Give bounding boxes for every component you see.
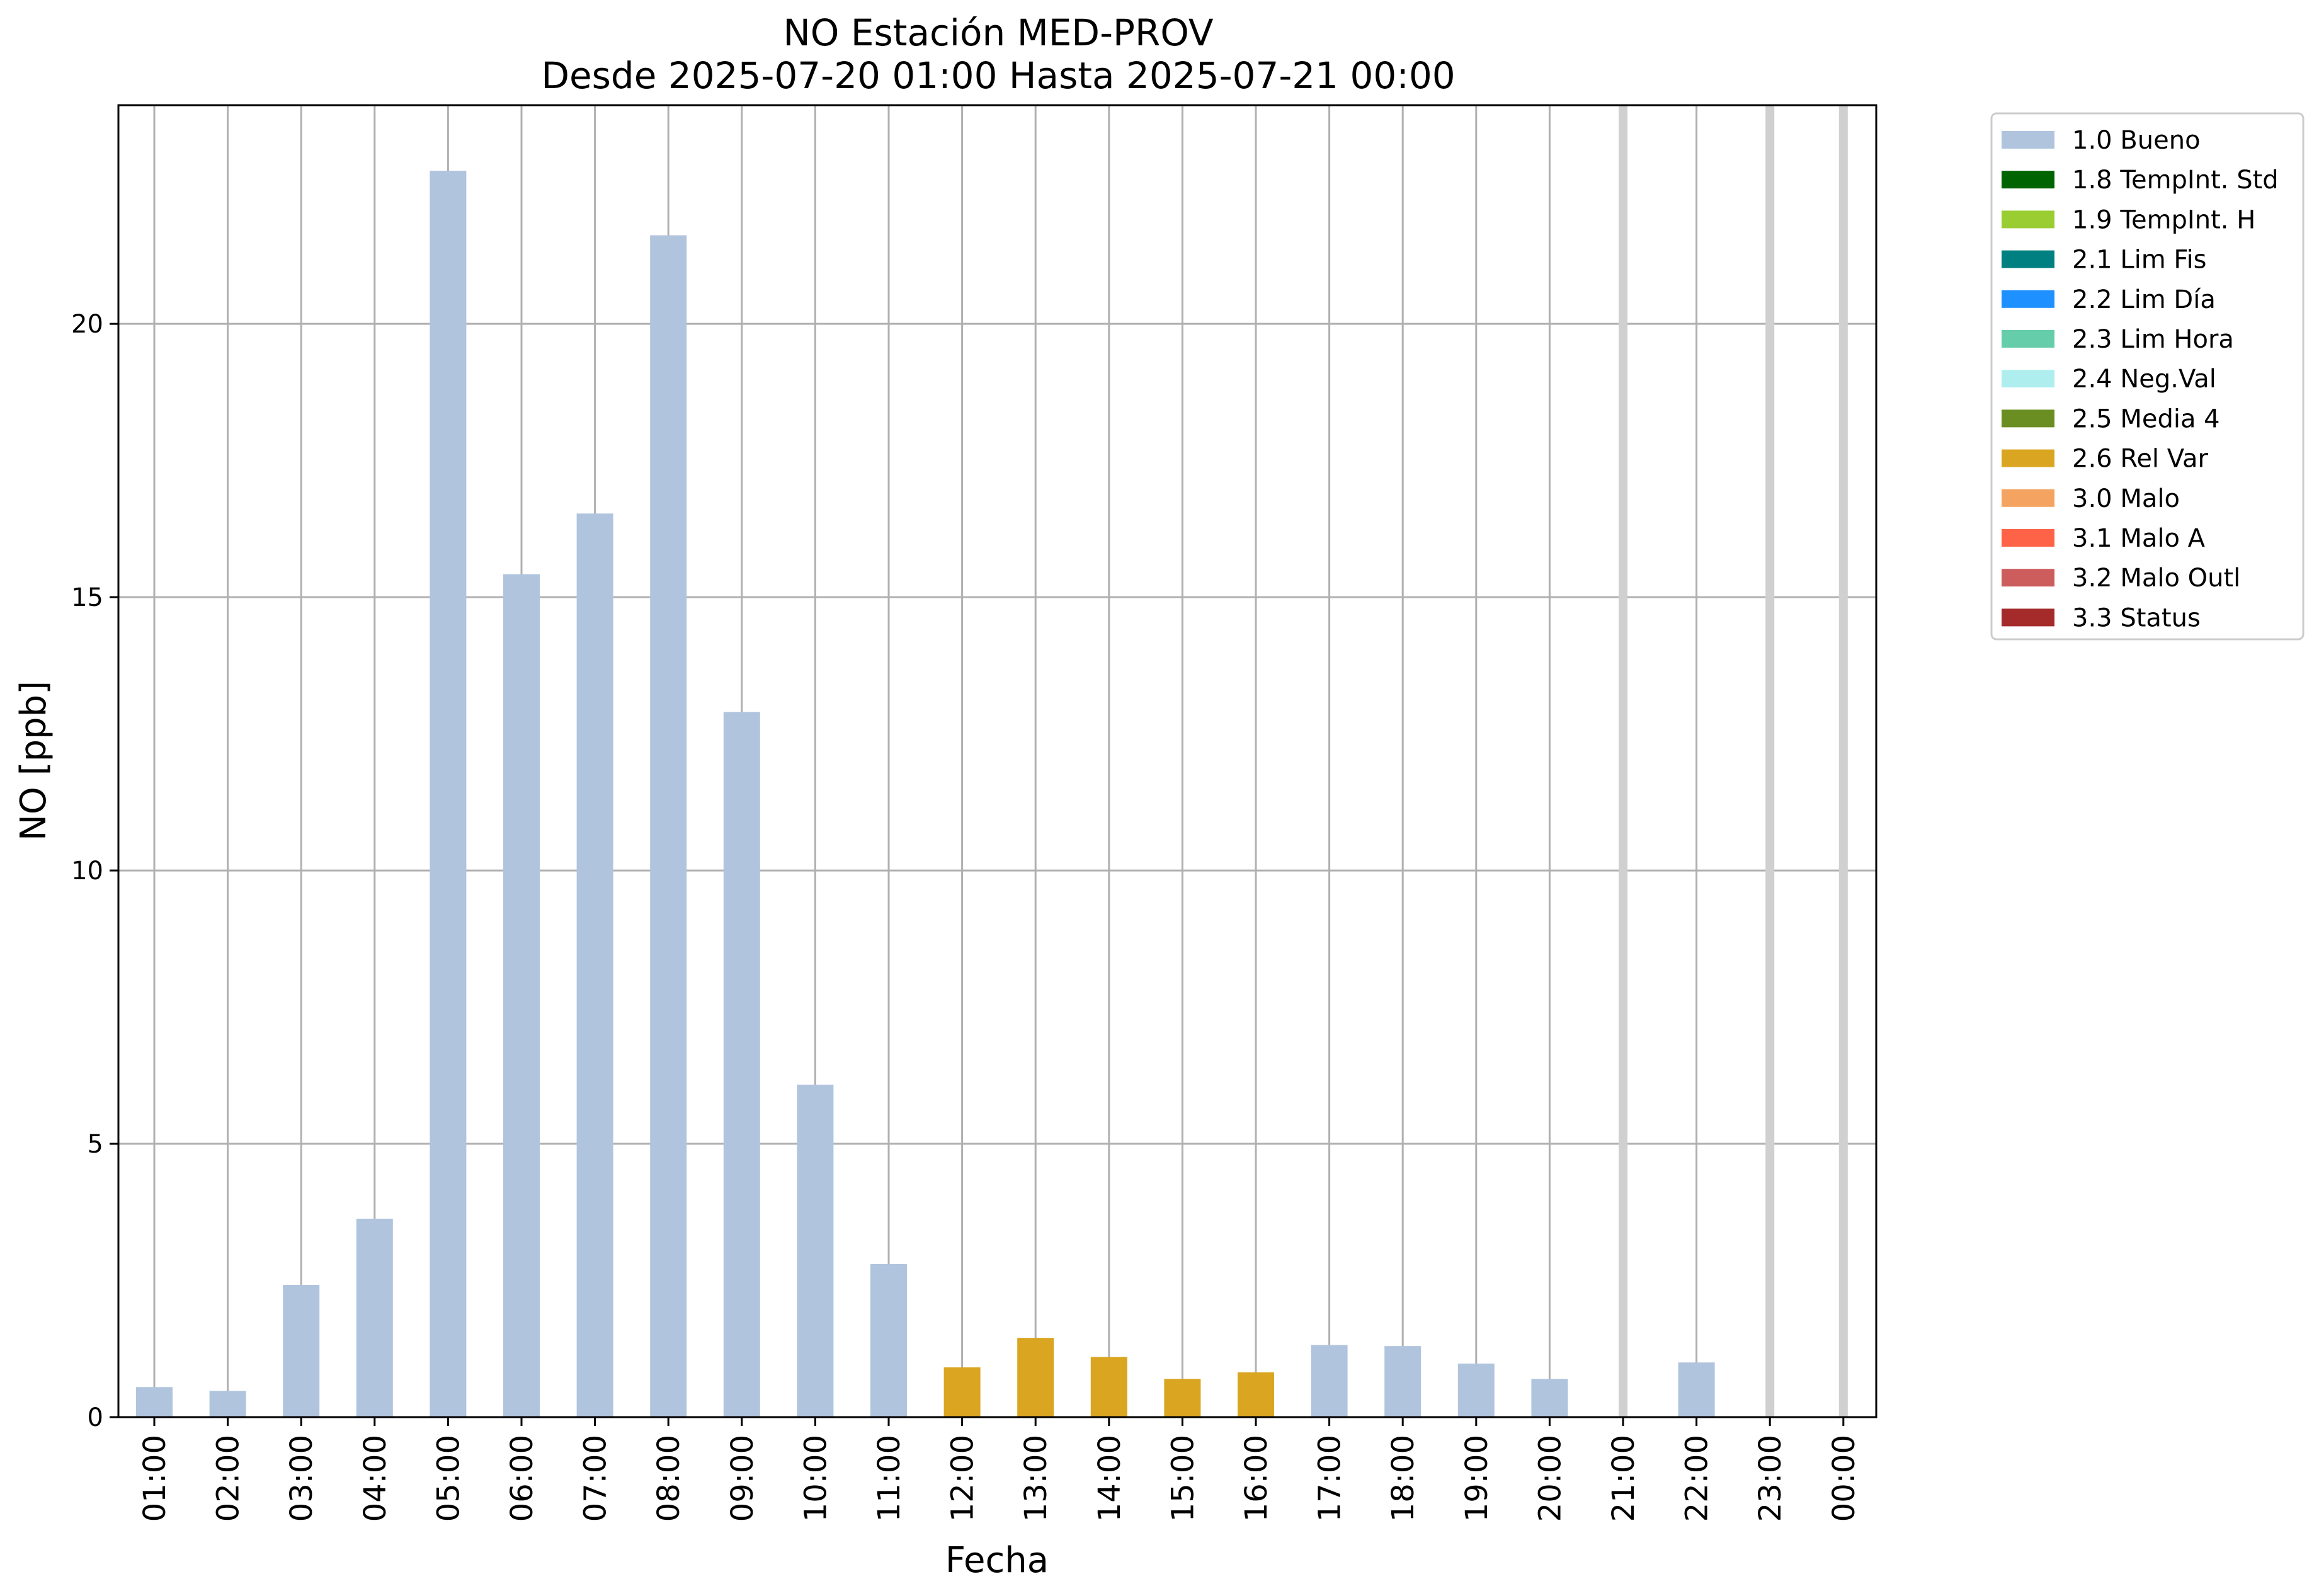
chart-title: NO Estación MED-PROV xyxy=(783,11,1213,54)
legend-swatch xyxy=(2002,489,2054,507)
legend-swatch xyxy=(2002,131,2054,149)
legend-label: 2.3 Lim Hora xyxy=(2072,325,2234,354)
legend: 1.0 Bueno 1.8 TempInt. Std 1.9 TempInt. H 2… xyxy=(1990,112,2305,641)
bar-0100 xyxy=(136,1387,173,1417)
x-tick-label: 21:00 xyxy=(1606,1435,1641,1522)
x-tick-label: 14:00 xyxy=(1092,1435,1127,1522)
x-tick-label: 03:00 xyxy=(284,1435,319,1522)
bars xyxy=(136,171,1715,1417)
legend-swatch xyxy=(2002,608,2054,627)
x-tick-label: 15:00 xyxy=(1165,1435,1200,1522)
x-tick-label: 07:00 xyxy=(578,1435,613,1522)
bar-1300 xyxy=(1017,1338,1054,1417)
legend-swatch xyxy=(2002,449,2054,467)
legend-swatch xyxy=(2002,290,2054,308)
legend-swatch xyxy=(2002,250,2054,268)
x-axis-ticks: 01:00 02:00 03:00 04:00 05:00 06:00 07:00 08:00… xyxy=(137,1417,1862,1522)
legend-label: 3.1 Malo A xyxy=(2072,524,2206,553)
y-tick-label: 0 xyxy=(88,1403,103,1432)
missing-data-marker xyxy=(1765,105,1775,1417)
legend-label: 2.5 Media 4 xyxy=(2072,404,2220,433)
y-tick-label: 10 xyxy=(71,857,103,886)
legend-label: 3.2 Malo Outl xyxy=(2072,564,2240,593)
y-axis-ticks: 0 5 10 15 20 xyxy=(71,310,118,1432)
x-tick-label: 19:00 xyxy=(1459,1435,1495,1522)
bar-0800 xyxy=(650,235,687,1417)
bar-1000 xyxy=(797,1085,834,1417)
bar-2000 xyxy=(1531,1379,1568,1417)
x-tick-label: 11:00 xyxy=(872,1435,907,1522)
x-tick-label: 06:00 xyxy=(504,1435,540,1522)
y-tick-label: 5 xyxy=(88,1130,103,1159)
y-tick-label: 15 xyxy=(71,583,103,612)
x-tick-label: 20:00 xyxy=(1532,1435,1568,1522)
bar-1400 xyxy=(1090,1357,1127,1417)
legend-swatch xyxy=(2002,370,2054,388)
chart-subtitle: Desde 2025-07-20 01:00 Hasta 2025-07-21 … xyxy=(541,54,1455,97)
legend-swatch xyxy=(2002,330,2054,348)
bar-1600 xyxy=(1238,1372,1274,1417)
bar-1100 xyxy=(870,1263,907,1417)
x-tick-label: 08:00 xyxy=(651,1435,687,1522)
legend-frame xyxy=(1990,112,2305,641)
legend-swatch xyxy=(2002,569,2054,587)
legend-label: 1.0 Bueno xyxy=(2072,126,2201,155)
bar-0900 xyxy=(723,712,760,1417)
bar-1500 xyxy=(1164,1379,1201,1417)
x-tick-label: 02:00 xyxy=(211,1435,246,1522)
x-tick-label: 16:00 xyxy=(1239,1435,1274,1522)
plot-frame xyxy=(117,104,1877,1418)
legend-label: 3.0 Malo xyxy=(2072,484,2180,513)
legend-swatch xyxy=(2002,529,2054,547)
bar-2200 xyxy=(1678,1362,1715,1417)
y-axis-title: NO [ppb] xyxy=(13,681,54,841)
x-tick-label: 18:00 xyxy=(1386,1435,1421,1522)
legend-label: 1.8 TempInt. Std xyxy=(2072,166,2279,195)
legend-swatch xyxy=(2002,409,2054,428)
bar-0400 xyxy=(356,1218,393,1417)
bar-1700 xyxy=(1311,1345,1348,1417)
bar-0700 xyxy=(576,513,613,1417)
y-tick-label: 20 xyxy=(71,310,103,339)
x-tick-label: 04:00 xyxy=(358,1435,393,1522)
legend-label: 2.1 Lim Fis xyxy=(2072,246,2206,275)
x-tick-label: 23:00 xyxy=(1753,1435,1788,1522)
x-tick-label: 00:00 xyxy=(1826,1435,1862,1522)
legend-swatch xyxy=(2002,210,2054,229)
missing-data-marker xyxy=(1838,105,1848,1417)
legend-label: 2.4 Neg.Val xyxy=(2072,365,2216,394)
legend-swatch xyxy=(2002,171,2054,189)
x-tick-label: 13:00 xyxy=(1018,1435,1054,1522)
legend-label: 1.9 TempInt. H xyxy=(2072,205,2255,234)
bar-1800 xyxy=(1384,1346,1422,1417)
x-tick-label: 22:00 xyxy=(1680,1435,1715,1522)
legend-label: 3.3 Status xyxy=(2072,603,2201,632)
missing-data-marker xyxy=(1619,105,1627,1417)
x-tick-label: 01:00 xyxy=(137,1435,173,1522)
bar-0200 xyxy=(209,1391,246,1417)
x-axis-title: Fecha xyxy=(945,1540,1049,1581)
missing-data-markers xyxy=(1619,105,1848,1417)
x-tick-label: 09:00 xyxy=(725,1435,760,1522)
bar-1900 xyxy=(1457,1363,1495,1417)
bar-0300 xyxy=(283,1284,320,1417)
x-tick-label: 12:00 xyxy=(945,1435,981,1522)
legend-label: 2.2 Lim Día xyxy=(2072,285,2216,314)
x-tick-label: 10:00 xyxy=(798,1435,833,1522)
bar-1200 xyxy=(943,1367,981,1417)
bar-0600 xyxy=(503,574,540,1417)
legend-label: 2.6 Rel Var xyxy=(2072,445,2209,474)
bar-0500 xyxy=(430,171,467,1417)
x-tick-label: 05:00 xyxy=(431,1435,466,1522)
x-tick-label: 17:00 xyxy=(1313,1435,1348,1522)
